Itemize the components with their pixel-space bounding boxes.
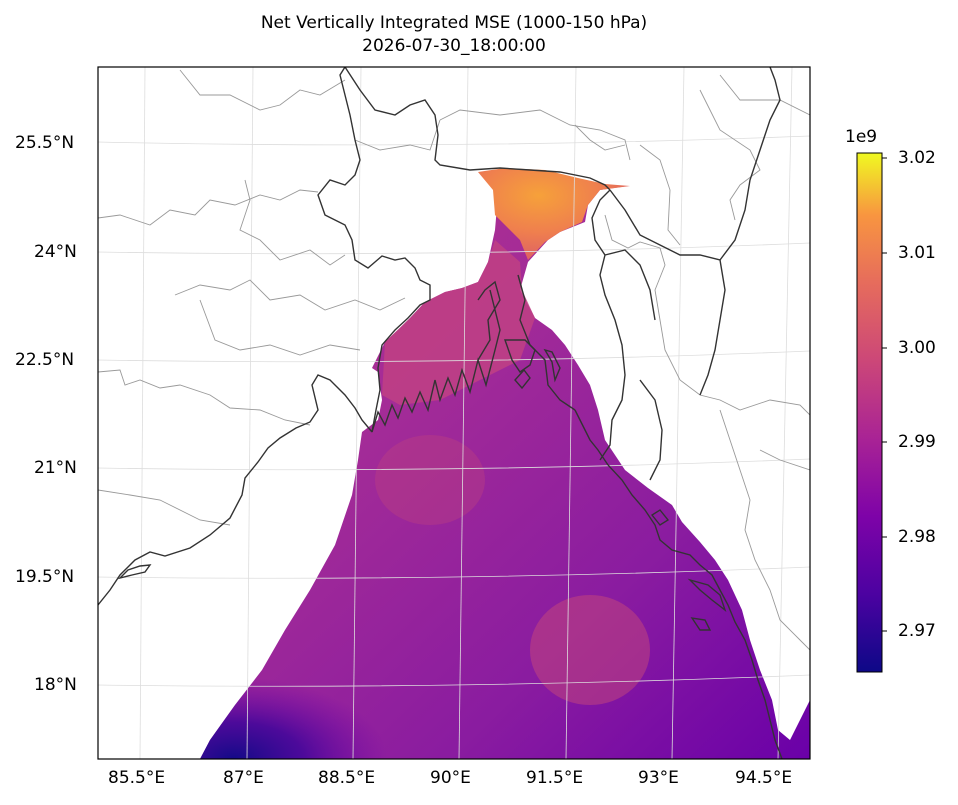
x-tick-label: 85.5°E <box>108 768 166 788</box>
colorbar-tick-label: 3.02 <box>898 148 936 168</box>
x-tick-label: 91.5°E <box>526 768 584 788</box>
mse-field-ocean <box>200 172 810 759</box>
y-tick-label: 22.5°N <box>15 350 75 370</box>
colorbar-ramp <box>856 152 883 673</box>
admin-borders <box>98 69 810 651</box>
colorbar-tick-label: 3.01 <box>898 243 936 263</box>
y-tick-label: 25.5°N <box>15 133 75 153</box>
x-tick-label: 87°E <box>223 768 264 788</box>
x-tick-label: 90°E <box>430 768 471 788</box>
map-subtitle: 2026-07-30_18:00:00 <box>362 36 546 56</box>
colorbar-tick-label: 2.97 <box>898 621 936 641</box>
map-frame <box>97 66 811 760</box>
mse-field-delta <box>382 240 535 405</box>
map-title: Net Vertically Integrated MSE (1000-150 … <box>260 13 648 33</box>
colorbar-exponent: 1e9 <box>845 127 878 147</box>
x-tick-label: 94.5°E <box>735 768 793 788</box>
colorbar-tick-label: 3.00 <box>898 338 936 358</box>
y-tick-label: 19.5°N <box>15 567 75 587</box>
x-tick-label: 88.5°E <box>318 768 376 788</box>
y-tick-label: 18°N <box>34 675 77 695</box>
mse-field-high-region <box>478 168 630 260</box>
colorbar-tick-label: 2.99 <box>898 432 936 452</box>
coastline <box>98 67 783 759</box>
y-tick-label: 24°N <box>34 242 77 262</box>
map-field <box>98 67 810 759</box>
y-tick-label: 21°N <box>34 458 77 478</box>
colorbar-ticks <box>882 157 887 632</box>
x-tick-label: 93°E <box>638 768 679 788</box>
map-gridlines <box>98 67 810 759</box>
colorbar-tick-label: 2.98 <box>898 527 936 547</box>
mse-field-low-region <box>200 610 480 759</box>
